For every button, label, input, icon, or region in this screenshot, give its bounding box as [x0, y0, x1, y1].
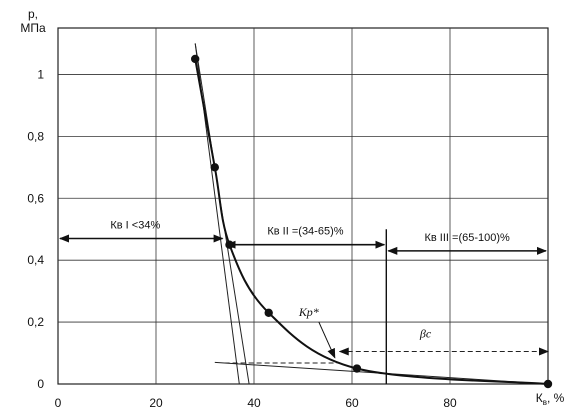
x-tick-label: 80 [443, 396, 457, 410]
x-axis-title: Кв, % [536, 391, 565, 407]
y-tick-label: 0,2 [27, 315, 44, 329]
kr-pointer-arrow [318, 321, 336, 359]
data-point [352, 364, 362, 373]
zone-label: Кв I <34% [110, 220, 160, 232]
y-tick-label: 0,4 [27, 253, 44, 267]
series-line [194, 58, 549, 385]
y-tick-label: 0,6 [27, 191, 44, 205]
x-tick-label: 20 [149, 396, 163, 410]
data-point [264, 308, 273, 317]
data-point [191, 54, 200, 64]
data-point [543, 379, 553, 389]
annotation-kr: Кр* [298, 305, 319, 319]
tick-labels: 0 20 40 60 80 0 0,2 0,4 0,6 0,8 1 [27, 67, 457, 410]
data-point [210, 163, 219, 172]
y-tick-label: 1 [37, 67, 44, 81]
annotation-beta: βc [419, 327, 432, 341]
x-tick-label: 40 [247, 396, 261, 410]
x-tick-label: 60 [345, 396, 359, 410]
y-tick-label: 0,8 [27, 129, 44, 143]
data-point [225, 240, 234, 249]
y-tick-label: 0 [37, 377, 44, 391]
zone-label: Кв III =(65-100)% [424, 232, 510, 244]
y-axis-title-line1: p, [28, 7, 38, 21]
data-series [191, 54, 553, 389]
x-tick-label: 0 [55, 396, 62, 410]
zone-label: Кв II =(34-65)% [267, 226, 343, 238]
y-axis-title-line2: МПа [20, 21, 46, 35]
plot-area [57, 27, 549, 385]
grid [58, 28, 548, 384]
